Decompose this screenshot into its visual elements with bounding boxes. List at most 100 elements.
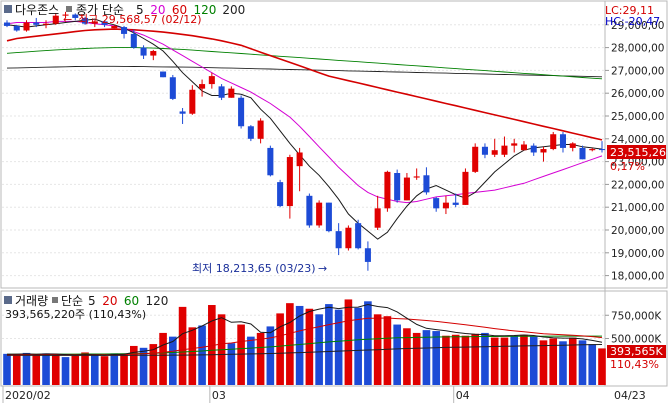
price-settings-prefix: 종가 단순 bbox=[76, 3, 124, 17]
volume-label: 거래량 bbox=[15, 294, 48, 308]
candle bbox=[364, 241, 371, 271]
candle bbox=[335, 223, 342, 256]
volume-bar bbox=[139, 347, 148, 385]
candle bbox=[345, 225, 352, 251]
price-candles bbox=[3, 11, 606, 271]
candle-body bbox=[335, 231, 342, 249]
candle-body bbox=[325, 202, 332, 232]
candle bbox=[511, 138, 518, 153]
candle bbox=[267, 145, 274, 177]
candle bbox=[559, 131, 567, 153]
candle bbox=[481, 143, 488, 159]
ma120-line bbox=[6, 47, 603, 80]
ma-period-label: 20 bbox=[150, 3, 165, 17]
x-axis: 2020/02 03 04 04/23 bbox=[2, 386, 646, 403]
x-tick-label: 04/23 bbox=[614, 389, 646, 402]
candle-body bbox=[306, 195, 313, 226]
candle bbox=[442, 195, 449, 215]
candle-body bbox=[33, 22, 40, 25]
candle bbox=[325, 202, 332, 233]
candle-body bbox=[520, 144, 527, 151]
candle bbox=[179, 108, 186, 124]
volume-bar bbox=[169, 336, 177, 385]
price-tick-label: 25,000,00 bbox=[611, 111, 664, 123]
candle-body bbox=[218, 86, 225, 98]
candle bbox=[491, 138, 498, 158]
settings-icon[interactable] bbox=[66, 6, 72, 12]
volume-bar bbox=[237, 324, 245, 385]
volume-bar bbox=[51, 354, 60, 385]
candle-body bbox=[433, 198, 440, 209]
volume-ma-period-label: 20 bbox=[102, 294, 117, 308]
candle bbox=[150, 49, 157, 61]
volume-bar bbox=[315, 314, 323, 385]
volume-bar bbox=[422, 330, 431, 385]
candle-body bbox=[199, 84, 206, 89]
candle bbox=[316, 200, 323, 228]
volume-bar bbox=[110, 353, 119, 385]
volume-bar bbox=[286, 303, 294, 385]
price-tick-label: 24,000,00 bbox=[611, 134, 664, 146]
candle bbox=[199, 79, 206, 97]
candle-body bbox=[228, 88, 235, 98]
candle bbox=[140, 45, 147, 59]
volume-bar bbox=[461, 335, 470, 385]
candle bbox=[160, 71, 167, 78]
candle bbox=[277, 179, 284, 208]
ma-period-label: 200 bbox=[222, 3, 245, 17]
candle-body bbox=[91, 21, 98, 24]
volume-bar bbox=[412, 332, 421, 385]
candle-body bbox=[550, 134, 557, 150]
candle-body bbox=[238, 97, 245, 127]
volume-bar bbox=[295, 305, 304, 385]
volume-bar bbox=[247, 336, 255, 385]
price-tick-label: 20,000,00 bbox=[611, 225, 664, 237]
volume-bar bbox=[266, 326, 275, 385]
candle-body bbox=[530, 145, 537, 153]
volume-bar bbox=[120, 354, 128, 385]
volume-bar bbox=[481, 332, 489, 385]
volume-bar bbox=[3, 353, 11, 385]
volume-bar bbox=[227, 343, 236, 385]
volume-settings-icon[interactable] bbox=[52, 297, 58, 303]
candle-body bbox=[3, 22, 11, 26]
candle-body bbox=[403, 177, 410, 201]
candle-body bbox=[169, 77, 176, 99]
candle-body bbox=[569, 143, 576, 148]
candle bbox=[433, 196, 440, 212]
volume-tick-label: 500,000K bbox=[611, 334, 662, 346]
candle bbox=[52, 13, 59, 25]
volume-menu-icon[interactable] bbox=[4, 296, 12, 304]
volume-bar bbox=[32, 355, 41, 385]
candle-body bbox=[189, 89, 196, 114]
candle-body bbox=[481, 146, 488, 155]
volume-current-label: 393,565K bbox=[610, 345, 663, 358]
candle bbox=[472, 143, 479, 173]
candle bbox=[598, 141, 606, 153]
volume-bar bbox=[81, 352, 89, 385]
volume-current-tag: 393,565K 110,43% bbox=[607, 345, 666, 371]
candle bbox=[91, 20, 98, 28]
volume-ma-periods: 5 20 60 120 bbox=[88, 294, 168, 308]
candle-body bbox=[589, 149, 596, 151]
candle bbox=[247, 125, 254, 142]
volume-bar bbox=[500, 337, 509, 385]
candle bbox=[42, 20, 50, 29]
volume-bar bbox=[208, 305, 216, 385]
volume-bar bbox=[188, 327, 197, 385]
candle-body bbox=[364, 248, 371, 262]
lc-label: LC:29,11 bbox=[605, 4, 654, 17]
volume-bar bbox=[578, 340, 587, 385]
volume-current-box bbox=[607, 345, 666, 358]
candle bbox=[403, 173, 410, 201]
candle bbox=[169, 74, 176, 101]
panel-menu-icon[interactable] bbox=[4, 5, 12, 13]
candle-body bbox=[13, 25, 20, 31]
volume-legend: 거래량 단순 5 20 60 120 393,565,220주 (110,43%) bbox=[4, 294, 168, 321]
volume-ma-period-label: 5 bbox=[88, 294, 96, 308]
volume-bar bbox=[12, 354, 21, 385]
candle-body bbox=[491, 150, 498, 155]
volume-bar bbox=[393, 324, 401, 385]
